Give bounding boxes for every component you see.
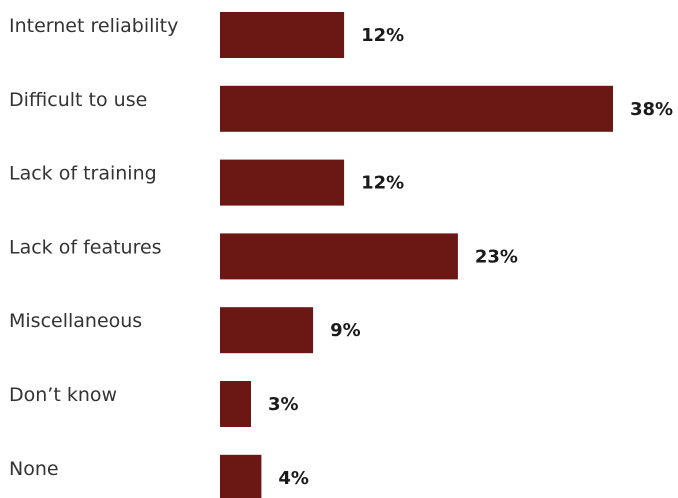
bar xyxy=(220,233,458,280)
category-label: Don’t know xyxy=(9,384,117,406)
value-label: 38% xyxy=(630,99,673,120)
category-label: Lack of training xyxy=(9,163,157,185)
value-label: 12% xyxy=(361,173,404,194)
category-label: Difficult to use xyxy=(9,89,147,111)
value-label: 3% xyxy=(268,394,299,415)
bar xyxy=(220,381,251,427)
bar xyxy=(220,85,613,132)
category-label: Internet reliability xyxy=(9,15,178,37)
bar xyxy=(220,307,314,354)
value-label: 23% xyxy=(475,246,518,267)
category-label: Lack of features xyxy=(9,236,162,258)
value-label: 4% xyxy=(278,468,309,489)
value-label: 12% xyxy=(361,25,404,46)
bar xyxy=(220,454,262,498)
category-labels: Internet reliability Difficult to use Lack… xyxy=(9,15,178,480)
category-label: Miscellaneous xyxy=(9,310,142,332)
bars xyxy=(220,12,613,498)
value-labels: 12% 38% 12% 23% 9% 3% 4% xyxy=(268,25,673,489)
category-label: None xyxy=(9,458,59,480)
bar xyxy=(220,12,345,58)
value-label: 9% xyxy=(330,320,361,341)
bar xyxy=(220,159,345,206)
